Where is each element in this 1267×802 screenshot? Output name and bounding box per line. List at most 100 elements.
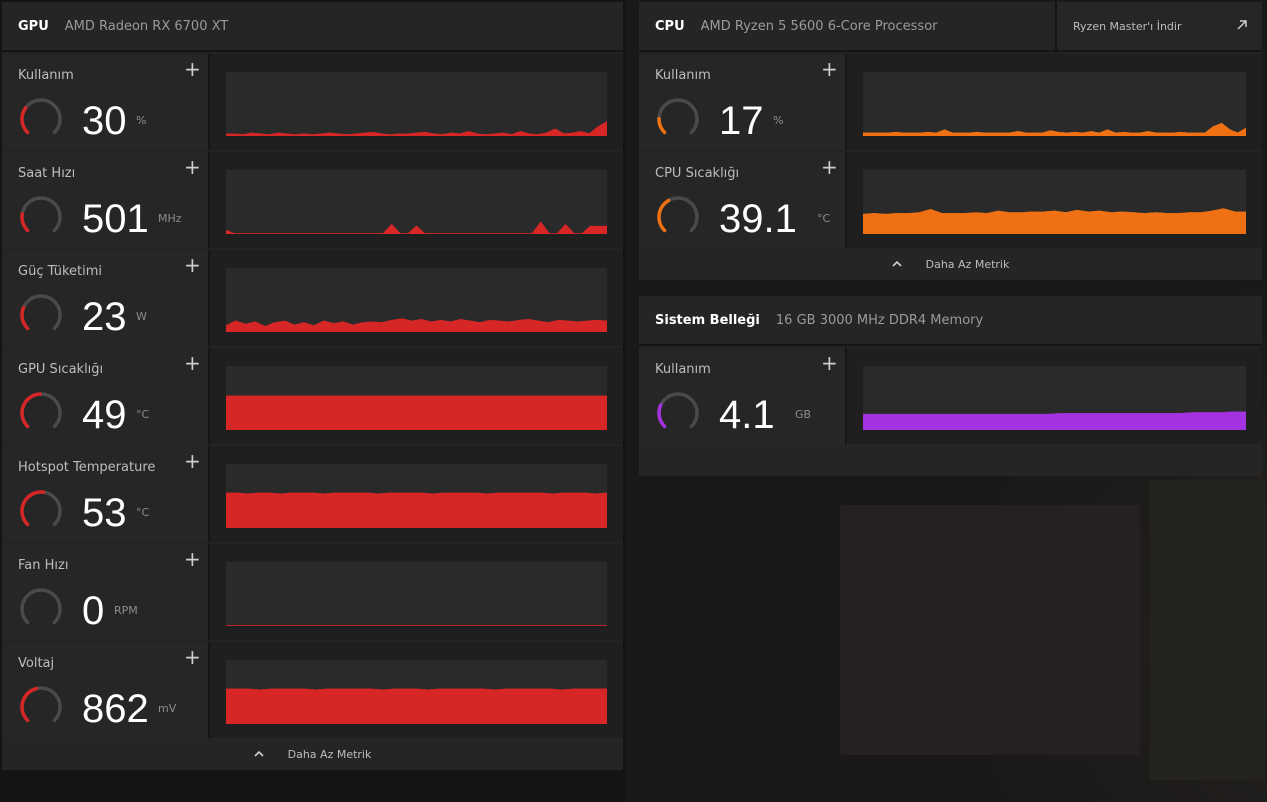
- chevron-up-icon: [254, 750, 264, 757]
- metric-value: 4.1: [719, 393, 775, 437]
- add-metric-button[interactable]: +: [184, 351, 201, 375]
- metric-graph: [226, 366, 607, 430]
- metric-graph: [863, 72, 1246, 136]
- metric-row-cpu-sicakligi: CPU Sıcaklığı +39.1 °C: [639, 152, 1262, 248]
- metric-unit: %: [136, 114, 147, 127]
- gpu-less-metrics-label: Daha Az Metrik: [287, 747, 372, 761]
- metric-value: 39.1: [719, 197, 797, 241]
- metric-graph: [226, 562, 607, 626]
- metric-area-chart: [226, 688, 607, 724]
- add-metric-button[interactable]: +: [184, 547, 201, 571]
- memory-title: Sistem Belleği: [655, 312, 760, 328]
- metric-label: Güç Tüketimi: [18, 264, 103, 279]
- metric-summary: Fan Hızı +0 RPM: [2, 544, 210, 640]
- metric-unit: °C: [136, 408, 150, 421]
- add-metric-button[interactable]: +: [821, 351, 838, 375]
- metric-value: 862: [82, 687, 149, 731]
- metric-row-hotspot-temperature: Hotspot Temperature +53 °C: [2, 446, 623, 542]
- metric-summary: Güç Tüketimi +23 W: [2, 250, 210, 346]
- gpu-title: GPU: [18, 18, 49, 34]
- metric-row-kullanim: Kullanım +17%: [639, 54, 1262, 150]
- metric-area-chart: [226, 625, 607, 626]
- metric-label: Kullanım: [655, 362, 711, 377]
- gauge-icon: [657, 196, 699, 233]
- cpu-device-name: AMD Ryzen 5 5600 6-Core Processor: [700, 18, 938, 34]
- metric-area-chart: [226, 395, 607, 430]
- metric-label: Hotspot Temperature: [18, 460, 156, 475]
- gauge-icon: [657, 392, 699, 429]
- metric-summary: GPU Sıcaklığı +49 °C: [2, 348, 210, 444]
- metric-unit: MHz: [158, 212, 182, 225]
- metric-label: CPU Sıcaklığı: [655, 166, 740, 181]
- gauge-icon: [20, 98, 62, 135]
- metric-label: Fan Hızı: [18, 558, 69, 573]
- metric-graph-area: [210, 54, 623, 150]
- metric-summary: Voltaj +862 mV: [2, 642, 210, 738]
- metric-label: Kullanım: [655, 68, 711, 83]
- metric-unit: °C: [136, 506, 150, 519]
- metric-label: Saat Hızı: [18, 166, 76, 181]
- add-metric-button[interactable]: +: [184, 57, 201, 81]
- gauge-icon: [20, 196, 62, 233]
- add-metric-button[interactable]: +: [184, 449, 201, 473]
- metric-unit: %: [773, 114, 784, 127]
- metric-value: 30: [82, 99, 127, 143]
- metric-unit: RPM: [114, 604, 138, 617]
- add-metric-button[interactable]: +: [184, 645, 201, 669]
- metric-graph: [863, 366, 1246, 430]
- gauge-icon: [20, 392, 62, 429]
- memory-panel: Sistem Belleği 16 GB 3000 MHz DDR4 Memor…: [639, 296, 1262, 476]
- metric-graph-area: [847, 348, 1262, 444]
- metric-label: Voltaj: [18, 656, 55, 671]
- metric-row-kullanim: Kullanım +30%: [2, 54, 623, 150]
- metric-graph-area: [210, 348, 623, 444]
- metric-summary: Kullanım +30%: [2, 54, 210, 150]
- metric-unit: °C: [817, 212, 831, 225]
- metric-label: Kullanım: [18, 68, 74, 83]
- metric-graph: [863, 170, 1246, 234]
- metric-unit: mV: [158, 702, 177, 715]
- add-metric-button[interactable]: +: [821, 57, 838, 81]
- add-metric-button[interactable]: +: [184, 155, 201, 179]
- metric-graph: [226, 72, 607, 136]
- metric-value: 501: [82, 197, 149, 241]
- gauge-icon: [20, 294, 62, 331]
- gpu-less-metrics-button[interactable]: Daha Az Metrik: [2, 738, 623, 770]
- metric-value: 53: [82, 491, 127, 535]
- gauge-icon: [20, 490, 62, 527]
- memory-panel-footer: [639, 444, 1262, 476]
- metric-graph: [226, 268, 607, 332]
- cpu-less-metrics-button[interactable]: Daha Az Metrik: [639, 248, 1262, 280]
- chevron-up-icon: [892, 260, 902, 267]
- metric-value: 17: [719, 99, 764, 143]
- ryzen-master-download-button[interactable]: Ryzen Master'ı İndir: [1055, 2, 1262, 50]
- metric-area-chart: [226, 221, 607, 234]
- metric-row-saat-hizi: Saat Hızı +501 MHz: [2, 152, 623, 248]
- memory-panel-header: Sistem Belleği 16 GB 3000 MHz DDR4 Memor…: [639, 296, 1262, 346]
- add-metric-button[interactable]: +: [821, 155, 838, 179]
- gpu-device-name: AMD Radeon RX 6700 XT: [64, 18, 229, 34]
- metric-graph-area: [210, 642, 623, 738]
- metric-graph-area: [210, 544, 623, 640]
- metric-area-chart: [226, 492, 607, 528]
- external-link-icon: [1237, 20, 1247, 30]
- gpu-panel: GPU AMD Radeon RX 6700 XT Kullanım +30% Sa…: [2, 2, 623, 770]
- metric-graph: [226, 464, 607, 528]
- metric-summary: Kullanım +17%: [639, 54, 847, 150]
- metric-value: 0: [82, 589, 105, 633]
- memory-device-name: 16 GB 3000 MHz DDR4 Memory: [775, 312, 984, 328]
- gauge-icon: [657, 98, 699, 135]
- gauge-icon: [20, 686, 62, 723]
- metric-graph-area: [847, 54, 1262, 150]
- gpu-panel-header: GPU AMD Radeon RX 6700 XT: [2, 2, 623, 52]
- metric-graph: [226, 660, 607, 724]
- metric-row-fan-hizi: Fan Hızı +0 RPM: [2, 544, 623, 640]
- metric-graph: [226, 170, 607, 234]
- metric-summary: Kullanım +4.1 GB: [639, 348, 847, 444]
- metric-value: 23: [82, 295, 127, 339]
- metric-area-chart: [863, 122, 1246, 136]
- add-metric-button[interactable]: +: [184, 253, 201, 277]
- metric-value: 49: [82, 393, 127, 437]
- ryzen-master-download-label: Ryzen Master'ı İndir: [1073, 19, 1182, 33]
- metric-area-chart: [226, 318, 607, 332]
